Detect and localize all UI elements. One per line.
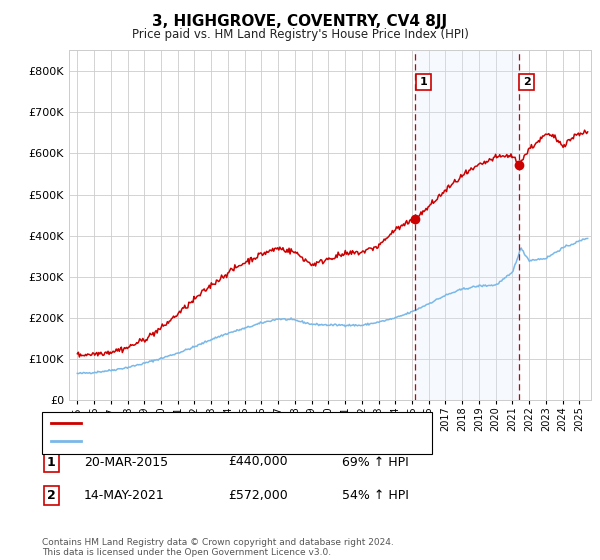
Text: 14-MAY-2021: 14-MAY-2021 (84, 489, 165, 502)
Text: Price paid vs. HM Land Registry's House Price Index (HPI): Price paid vs. HM Land Registry's House … (131, 28, 469, 41)
Text: Contains HM Land Registry data © Crown copyright and database right 2024.
This d: Contains HM Land Registry data © Crown c… (42, 538, 394, 557)
Text: HPI: Average price, detached house, Coventry: HPI: Average price, detached house, Cove… (85, 436, 326, 446)
Text: £440,000: £440,000 (228, 455, 287, 469)
Text: 3, HIGHGROVE, COVENTRY, CV4 8JJ (detached house): 3, HIGHGROVE, COVENTRY, CV4 8JJ (detache… (85, 418, 363, 428)
Text: 2: 2 (47, 489, 55, 502)
Text: 69% ↑ HPI: 69% ↑ HPI (342, 455, 409, 469)
Text: £572,000: £572,000 (228, 489, 288, 502)
Text: 1: 1 (419, 77, 427, 87)
Bar (415, 50, 518, 400)
Text: 3, HIGHGROVE, COVENTRY, CV4 8JJ: 3, HIGHGROVE, COVENTRY, CV4 8JJ (152, 14, 448, 29)
Text: 20-MAR-2015: 20-MAR-2015 (84, 455, 168, 469)
Text: 2: 2 (523, 77, 530, 87)
Text: 54% ↑ HPI: 54% ↑ HPI (342, 489, 409, 502)
Text: 1: 1 (47, 455, 55, 469)
